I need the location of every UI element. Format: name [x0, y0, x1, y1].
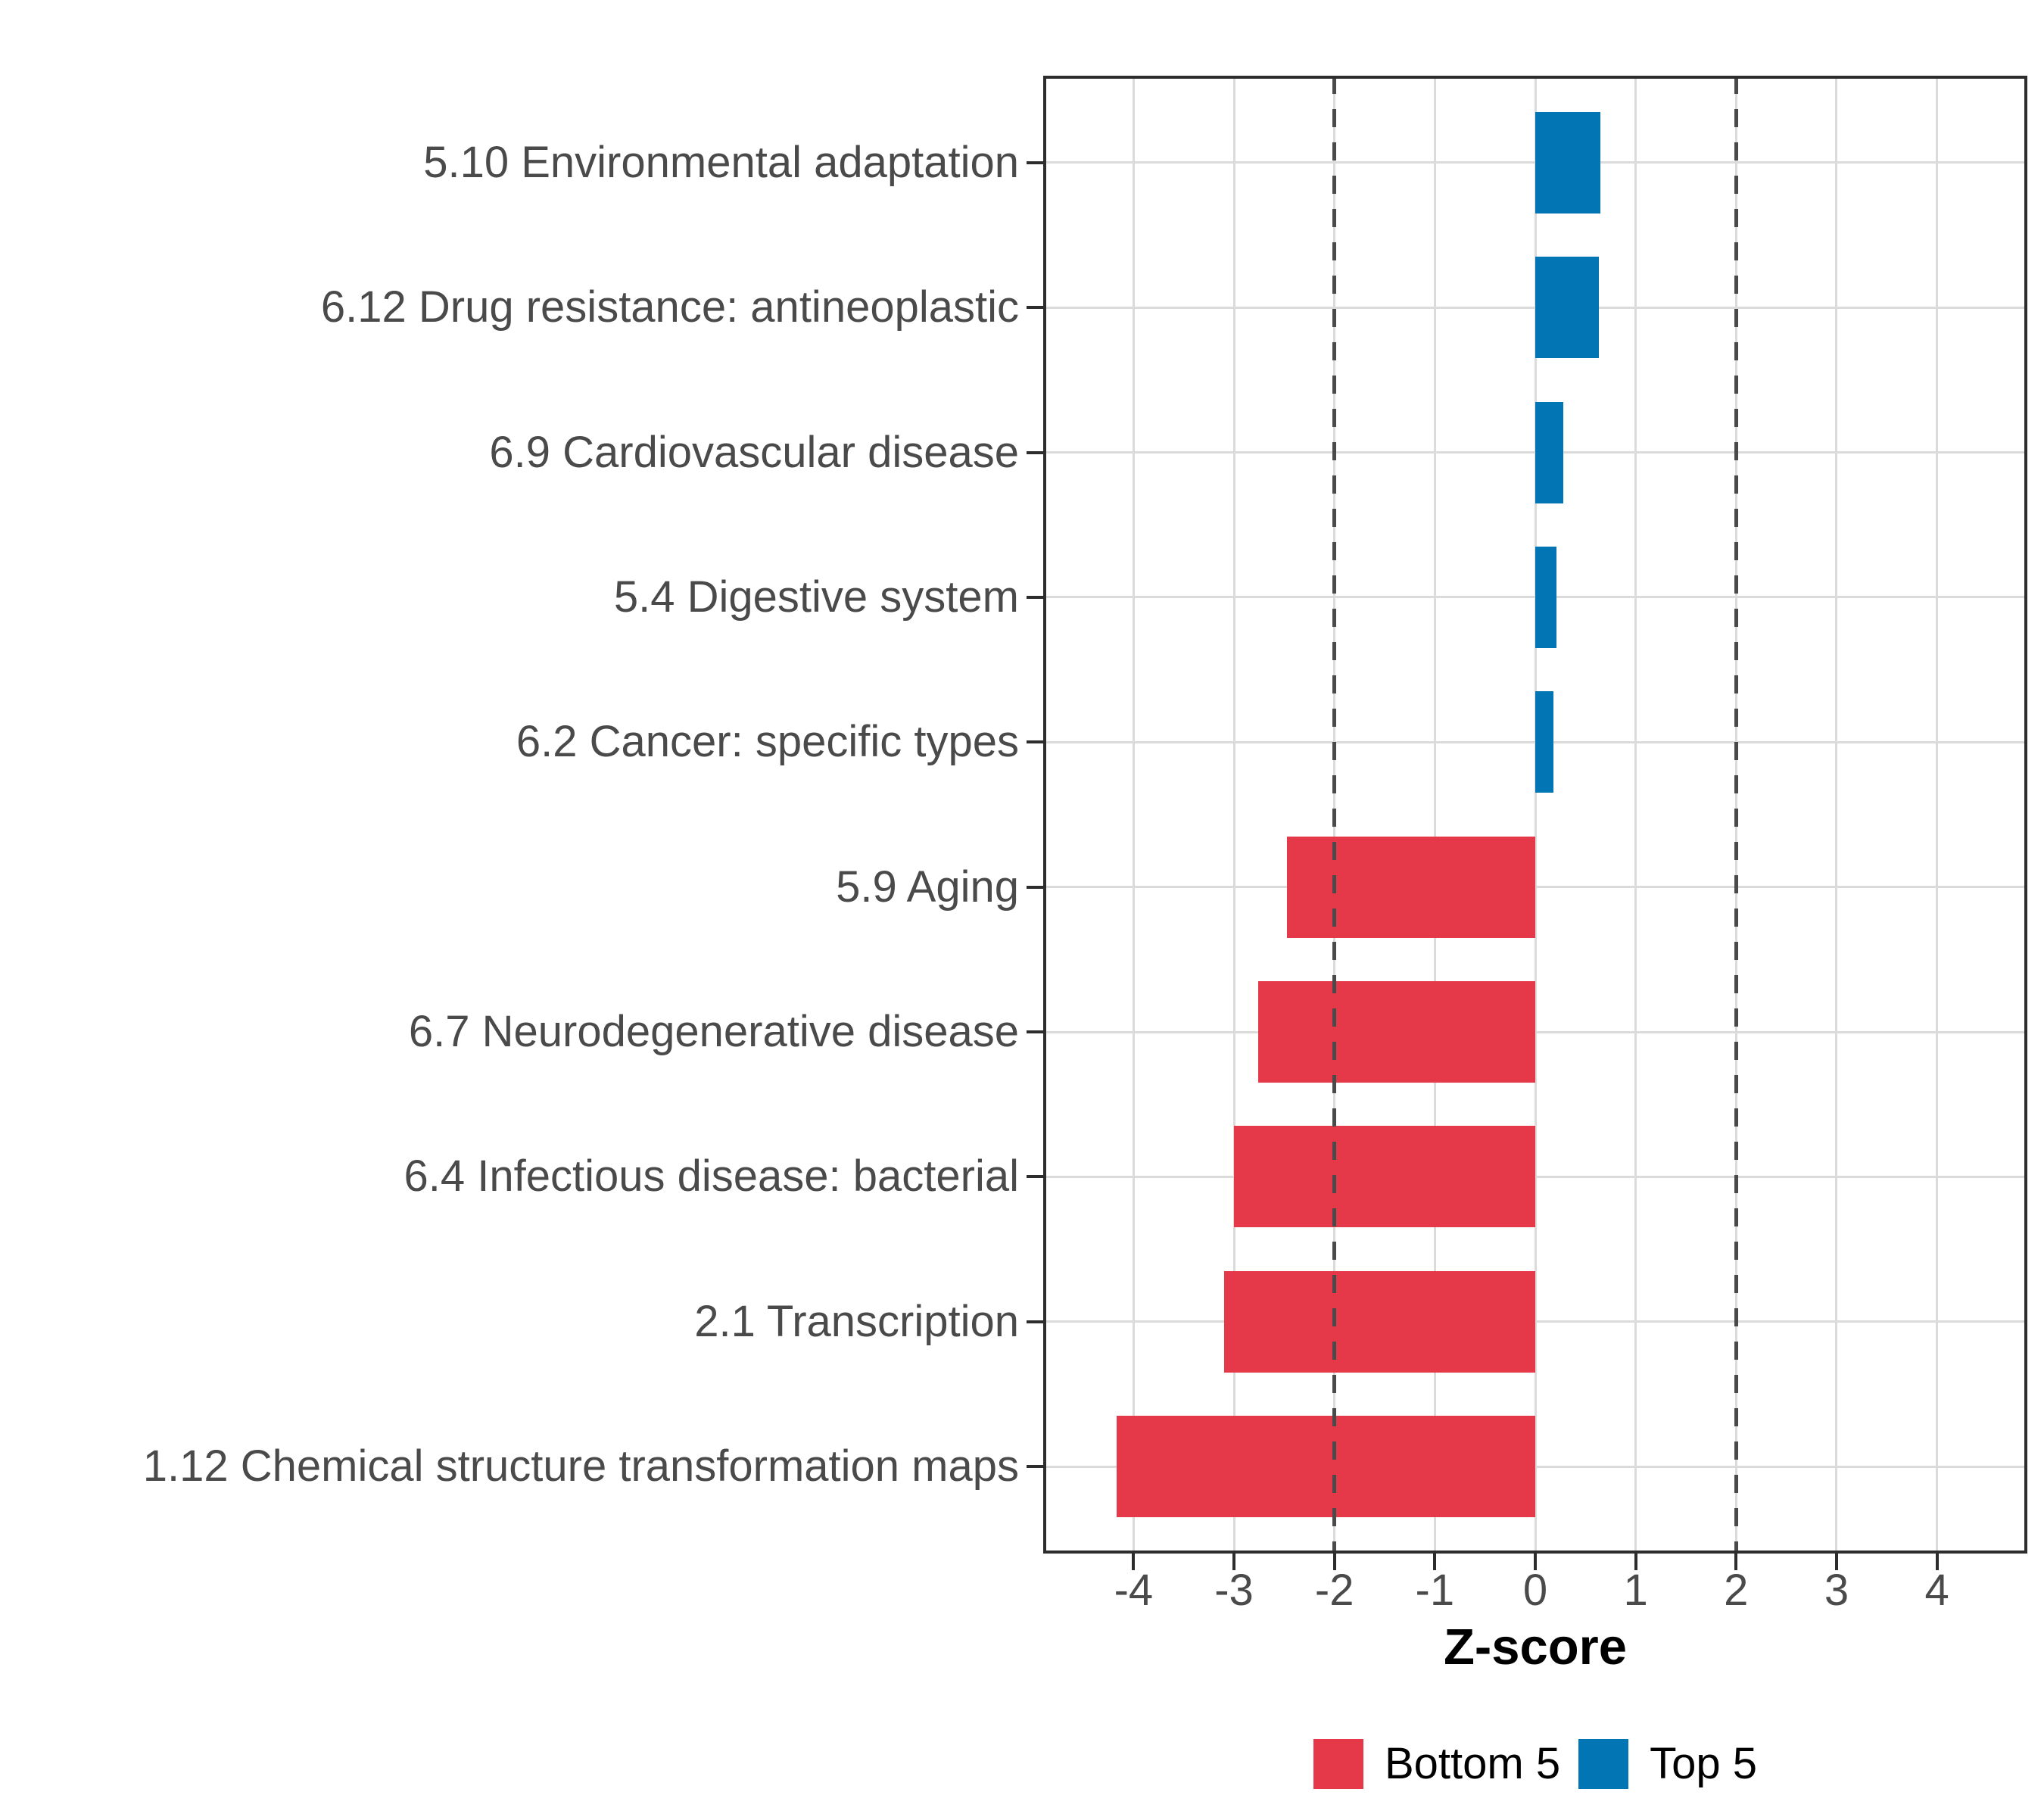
- y-axis-label: 1.12 Chemical structure transformation m…: [142, 1441, 1019, 1491]
- bar: [1535, 401, 1564, 503]
- x-tick: [1935, 1554, 1939, 1570]
- bar: [1535, 111, 1601, 213]
- gridline-h: [1043, 1320, 2027, 1323]
- y-axis-label: 6.12 Drug resistance: antineoplastic: [320, 282, 1019, 332]
- x-tick-label: -1: [1415, 1566, 1455, 1615]
- bar: [1223, 1270, 1535, 1373]
- bar: [1535, 546, 1556, 648]
- bar: [1116, 1416, 1535, 1518]
- x-tick-label: -2: [1314, 1566, 1354, 1615]
- gridline-v--1: [1433, 76, 1436, 1554]
- y-axis-label: 6.7 Neurodegenerative disease: [408, 1007, 1019, 1057]
- y-tick: [1027, 885, 1043, 889]
- gridline-h: [1043, 1465, 2027, 1468]
- y-tick: [1027, 450, 1043, 454]
- gridline-v--3: [1232, 76, 1235, 1554]
- gridline-v-1: [1634, 76, 1637, 1554]
- x-tick-label: 4: [1924, 1566, 1949, 1615]
- x-tick: [1132, 1554, 1136, 1570]
- y-axis-label: 5.4 Digestive system: [613, 572, 1019, 622]
- gridline-v-0: [1534, 76, 1537, 1554]
- x-tick-label: 2: [1724, 1566, 1749, 1615]
- legend: Bottom 5 Top 5: [1043, 1739, 2027, 1789]
- gridline-v-4: [1936, 76, 1939, 1554]
- y-tick: [1027, 1465, 1043, 1469]
- x-tick: [1232, 1554, 1236, 1570]
- y-axis-label: 6.4 Infectious disease: bacterial: [404, 1152, 1019, 1201]
- y-tick: [1027, 1030, 1043, 1034]
- y-axis-label: 6.9 Cardiovascular disease: [489, 427, 1019, 477]
- y-tick: [1027, 595, 1043, 599]
- x-tick-label: 1: [1623, 1566, 1648, 1615]
- x-axis-title: Z-score: [1443, 1619, 1628, 1675]
- reference-line-2: [1734, 76, 1738, 1554]
- x-tick-label: 0: [1522, 1566, 1548, 1615]
- gridline-h: [1043, 1030, 2027, 1033]
- bar: [1287, 836, 1535, 938]
- y-axis-label: 6.2 Cancer: specific types: [516, 717, 1019, 767]
- x-tick: [1332, 1554, 1336, 1570]
- legend-label-top5: Top 5: [1650, 1739, 1757, 1788]
- legend-swatch-top5: [1578, 1739, 1629, 1789]
- legend-label-bottom5: Bottom 5: [1384, 1739, 1561, 1788]
- x-tick: [1634, 1554, 1637, 1570]
- x-tick: [1433, 1554, 1437, 1570]
- y-axis-label: 5.10 Environmental adaptation: [423, 137, 1019, 187]
- y-tick: [1027, 306, 1043, 310]
- y-tick: [1027, 1320, 1043, 1323]
- x-tick: [1534, 1554, 1537, 1570]
- bar: [1257, 981, 1535, 1083]
- x-tick: [1734, 1554, 1738, 1570]
- legend-item-bottom5: Bottom 5: [1313, 1739, 1560, 1789]
- bar: [1234, 1126, 1535, 1228]
- legend-item-top5: Top 5: [1578, 1739, 1757, 1789]
- gridline-v-3: [1835, 76, 1838, 1554]
- bar: [1535, 257, 1599, 359]
- gridline-v--4: [1132, 76, 1135, 1554]
- reference-line--2: [1332, 76, 1337, 1554]
- y-tick: [1027, 161, 1043, 164]
- x-tick-label: 3: [1824, 1566, 1849, 1615]
- y-axis-label: 5.9 Aging: [836, 862, 1019, 912]
- x-tick-label: -4: [1114, 1566, 1154, 1615]
- gridline-h: [1043, 1175, 2027, 1178]
- x-tick-label: -3: [1214, 1566, 1254, 1615]
- gridline-h: [1043, 886, 2027, 889]
- y-tick: [1027, 740, 1043, 744]
- x-tick: [1834, 1554, 1838, 1570]
- y-axis-label: 2.1 Transcription: [694, 1296, 1019, 1346]
- y-tick: [1027, 1175, 1043, 1179]
- bar: [1535, 691, 1553, 793]
- legend-swatch-bottom5: [1313, 1739, 1363, 1789]
- plot-panel: [1043, 76, 2027, 1554]
